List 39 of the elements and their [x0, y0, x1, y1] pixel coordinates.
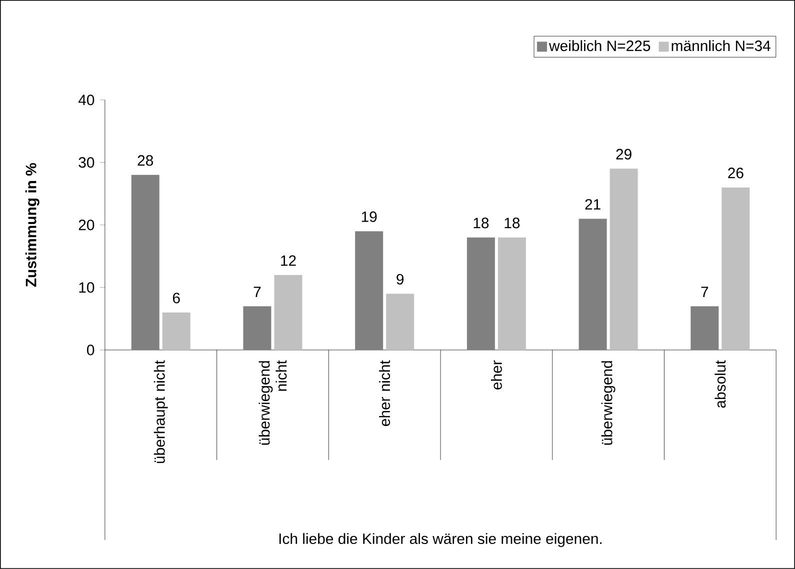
- data-label: 12: [281, 255, 296, 266]
- data-label: 21: [585, 199, 600, 210]
- y-tick-label: 0: [87, 344, 94, 356]
- bar: [355, 231, 384, 350]
- data-label: 29: [616, 148, 632, 160]
- text: Ich liebe die Kinder als wären sie meine eigenen.: [279, 533, 602, 548]
- bar: [243, 306, 272, 350]
- data-label: 26: [728, 168, 744, 178]
- bar: [162, 312, 190, 350]
- bar: [610, 168, 638, 350]
- y-tick-label: 40: [78, 94, 94, 106]
- bar: [466, 237, 495, 350]
- bar: [690, 306, 719, 350]
- x-tick-label: überhaupt nicht: [154, 360, 168, 464]
- data-label: 7: [254, 286, 261, 298]
- data-label: 28: [138, 155, 154, 166]
- bar: [131, 174, 160, 350]
- bar: [498, 237, 526, 350]
- y-tick-label: 30: [78, 157, 94, 168]
- legend-label: männlich N=34: [672, 40, 770, 52]
- bar: [578, 218, 607, 350]
- x-tick-label: eher: [490, 360, 502, 390]
- x-tick-label: eher nicht: [379, 360, 390, 426]
- x-tick-label: absolut: [714, 360, 726, 408]
- data-label: 19: [362, 211, 377, 222]
- y-tick-label: 20: [78, 220, 94, 230]
- data-label: 9: [396, 274, 404, 285]
- data-label: 7: [701, 286, 708, 298]
- x-tick-label: überwiegend nicht: [258, 360, 287, 445]
- bar: [386, 294, 414, 350]
- y-tick-label: 10: [79, 282, 94, 293]
- x-tick-label: überwiegend: [601, 361, 616, 445]
- y-axis-title: Zustimmung in %: [25, 163, 40, 287]
- bar: [274, 274, 302, 350]
- data-label: 18: [474, 218, 489, 228]
- legend-label: weiblich N=225: [549, 40, 650, 52]
- bar: [722, 187, 750, 350]
- data-label: 18: [504, 218, 520, 228]
- data-label: 6: [172, 292, 180, 304]
